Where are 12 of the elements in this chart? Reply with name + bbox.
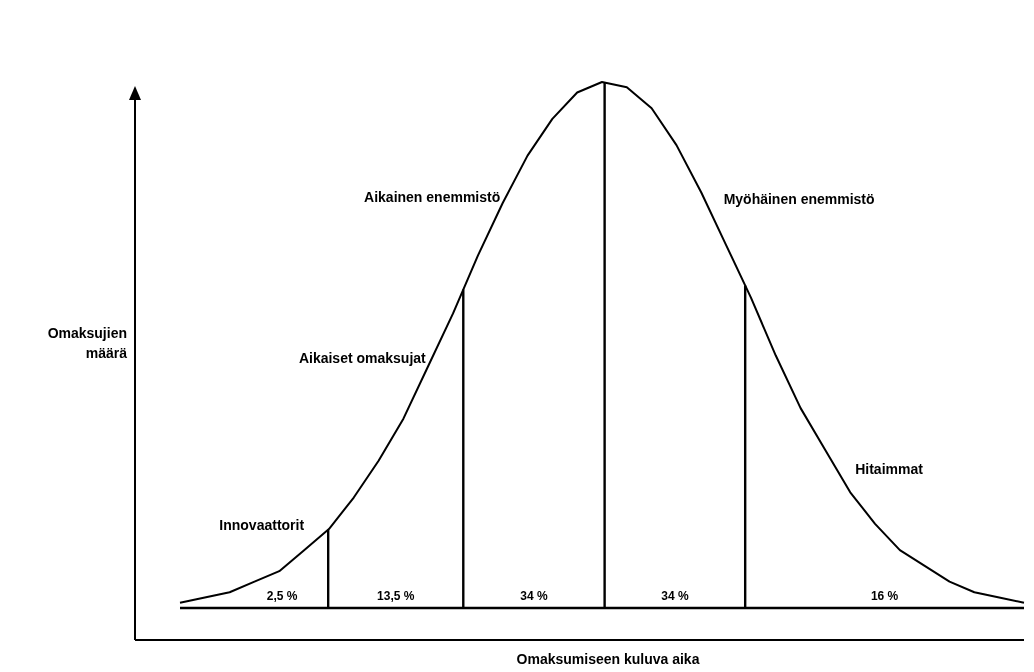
annotation: Hitaimmat [855,460,924,477]
annotation: 2,5 % [266,589,298,603]
annotation: 16 % [870,589,899,603]
annotation: 34 % [520,589,548,603]
x-axis-title: Omaksumiseen kuluva aika [516,651,700,667]
annotation: 34 % [661,589,689,603]
annotation: Myöhäinen enemmistö [723,190,875,207]
annotation: 13,5 % [377,589,415,603]
annotation: Innovaattorit [219,517,305,534]
y-axis-title: Omaksujien määrä [47,325,128,361]
annotation: Aikaiset omaksujat [298,350,427,367]
annotation: Aikainen enemmistö [364,189,501,206]
